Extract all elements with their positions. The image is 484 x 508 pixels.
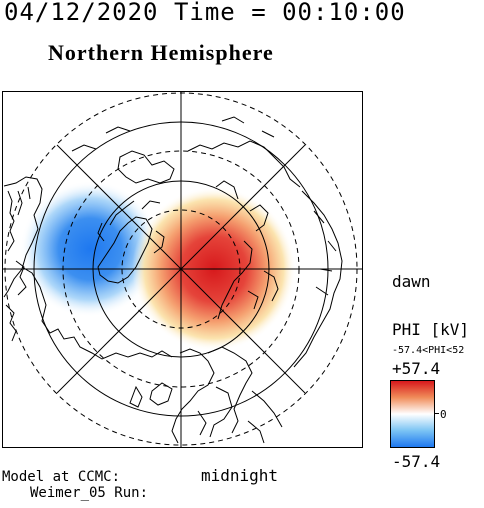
phi-range-label: -57.4<PHI<52 (392, 345, 465, 356)
dusk-potential-cell (20, 180, 160, 318)
colorbar-zero-tick (434, 413, 439, 414)
dawn-label: dawn (392, 272, 431, 291)
midnight-label: midnight (201, 466, 279, 485)
colorbar-max-label: +57.4 (392, 359, 441, 378)
polar-potential-map (2, 91, 363, 448)
colorbar (390, 380, 435, 448)
colorbar-zero-label: 0 (440, 408, 447, 421)
colorbar-min-label: -57.4 (392, 452, 441, 471)
hemisphere-title: Northern Hemisphere (48, 40, 274, 65)
phi-quantity-label: PHI [kV] (392, 320, 470, 339)
run-credit: Weimer_05 Run: (30, 485, 149, 501)
model-credit: Model at CCMC: (2, 469, 121, 485)
meridian-line (56, 144, 306, 394)
timestamp-title: 04/12/2020 Time = 00:10:00 (4, 0, 406, 26)
coastlines (3, 116, 343, 444)
